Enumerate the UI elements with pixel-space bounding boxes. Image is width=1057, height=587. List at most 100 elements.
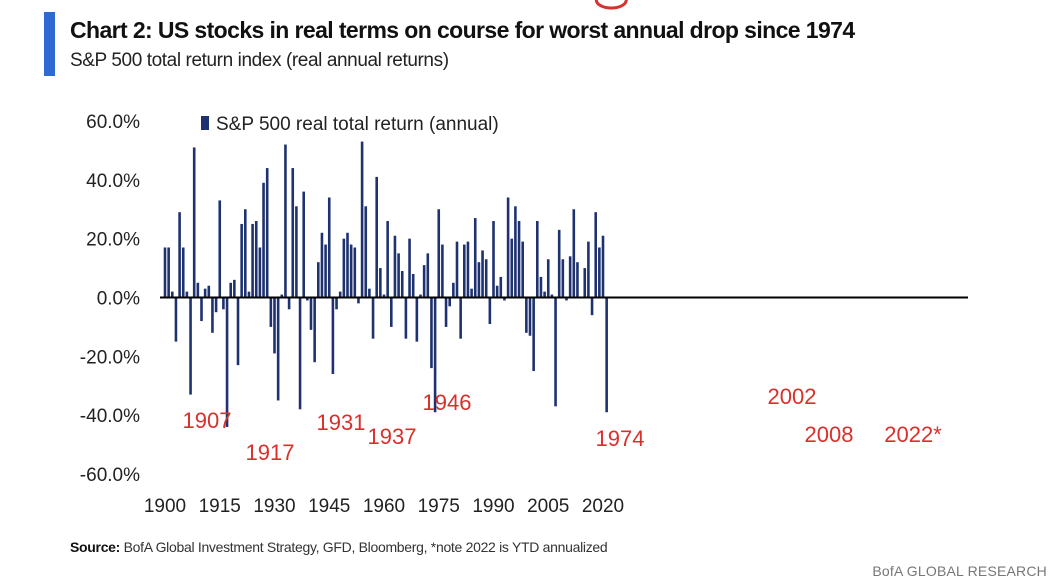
x-tick-label: 2020 [582,496,624,517]
bar-1966 [404,297,408,339]
x-tick-label: 2005 [527,496,569,517]
y-tick-label: 0.0% [97,289,140,310]
bar-1999 [525,297,528,333]
bar-1906 [185,291,189,298]
bar-1986 [477,262,481,298]
bar-1961 [386,221,389,298]
y-tick-label: -60.0% [80,465,140,486]
bar-1973 [430,297,433,369]
bar-2017 [590,297,594,316]
bar-2005 [546,259,550,298]
bar-1979 [452,282,455,298]
bar-2006 [550,294,554,298]
bar-1939 [306,297,309,301]
bar-1914 [214,297,218,313]
bar-1938 [302,191,305,298]
annotation-1946: 1946 [423,390,472,415]
legend-swatch [201,116,209,130]
bar-1992 [499,276,503,298]
bar-1945 [327,197,331,298]
bar-1947 [335,297,338,310]
bar-1907 [189,297,192,395]
source-note: Source: BofA Global Investment Strategy,… [70,539,608,555]
bar-1944 [324,244,327,298]
bar-1925 [254,221,258,298]
bar-1922 [244,209,247,298]
bar-1902 [171,291,174,298]
chart-subtitle: S&P 500 total return index (real annual … [70,50,449,71]
annotation-2002: 2002 [768,384,817,409]
bar-1936 [295,206,298,298]
bar-1957 [371,297,375,339]
bar-1976 [441,244,444,298]
bar-1940 [309,297,313,330]
bar-1946 [331,297,335,374]
bar-1984 [470,288,473,298]
bar-1919 [233,279,236,298]
bar-1932 [280,294,284,298]
bar-1965 [400,271,404,298]
bar-1996 [514,206,517,298]
bar-1905 [181,247,185,298]
bar-1989 [488,297,492,324]
bar-1964 [397,253,400,298]
bar-1985 [473,218,477,298]
annotation-2022: 2022* [884,422,942,447]
bar-1941 [313,297,316,363]
bar-1968 [411,273,415,298]
bar-1909 [196,282,200,298]
y-axis-tick-labels: 60.0% 40.0% 20.0% 0.0% -20.0% -40.0% -60.0% [80,112,140,486]
bar-1955 [364,206,368,298]
x-axis-tick-labels: 1900 1915 1930 1945 1960 1975 1990 2005 2020 [144,496,624,517]
x-tick-label: 1960 [363,496,405,517]
bar-1931 [276,297,280,401]
bar-series [163,141,608,427]
bar-1962 [390,297,393,327]
bar-1969 [415,297,419,342]
bar-2009 [561,259,565,298]
bar-1975 [437,209,441,298]
bar-1949 [342,238,346,298]
bar-1908 [192,147,196,298]
bar-1934 [287,297,291,310]
bar-2020 [601,235,605,298]
bar-1930 [273,297,276,354]
bar-1903 [174,297,178,342]
bar-2008 [557,229,561,298]
y-tick-label: 20.0% [86,230,140,251]
bar-1980 [455,241,459,298]
bar-1904 [178,212,181,298]
bar-2013 [576,262,579,298]
bar-1963 [393,235,397,298]
bar-2004 [543,291,546,298]
bar-1983 [466,241,470,298]
bar-1921 [240,223,243,298]
bar-1978 [448,297,451,307]
bar-1970 [419,294,422,298]
bar-1993 [503,297,506,301]
bar-1990 [492,221,495,298]
bar-chart: 60.0% 40.0% 20.0% 0.0% -20.0% -40.0% -60.0% 19… [80,0,968,517]
legend-label: S&P 500 real total return (annual) [216,114,499,135]
bar-1918 [229,282,232,298]
y-tick-label: -40.0% [80,406,140,427]
y-tick-label: -20.0% [80,347,140,368]
bar-1913 [211,297,214,333]
x-tick-label: 1930 [253,496,295,517]
title-accent-bar [44,12,55,76]
brand-label: BofA GLOBAL RESEARCH [872,563,1047,579]
bar-1977 [444,297,448,327]
bar-2000 [528,297,532,336]
annotation-1974: 1974 [596,426,645,451]
bar-1981 [459,297,462,339]
bar-2018 [594,212,597,298]
bar-1917 [225,297,229,427]
bar-2012 [572,209,576,298]
bar-2003 [539,276,543,298]
bar-1900 [163,247,167,298]
bar-1911 [203,288,207,298]
bar-2019 [598,247,601,298]
bar-1933 [284,144,287,298]
bar-1912 [207,285,211,298]
